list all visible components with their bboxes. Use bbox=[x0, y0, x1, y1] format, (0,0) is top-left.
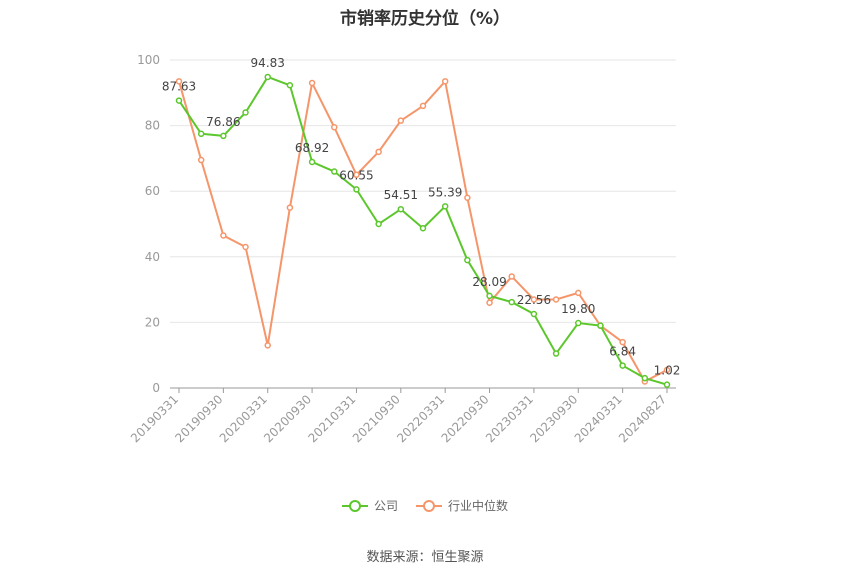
data-label: 55.39 bbox=[428, 185, 462, 199]
data-point bbox=[486, 299, 493, 306]
data-point bbox=[242, 109, 249, 116]
y-tick-label: 80 bbox=[145, 119, 160, 133]
data-label: 87.63 bbox=[162, 80, 196, 94]
y-tick-label: 60 bbox=[145, 184, 160, 198]
data-point bbox=[552, 296, 560, 303]
data-label: 94.83 bbox=[251, 56, 285, 70]
data-point bbox=[575, 319, 582, 327]
data-point bbox=[552, 350, 560, 357]
legend-label-industry-median: 行业中位数 bbox=[448, 499, 509, 513]
data-point bbox=[397, 117, 405, 124]
data-point bbox=[641, 374, 649, 382]
y-tick-label: 20 bbox=[145, 315, 160, 329]
data-point bbox=[663, 366, 671, 374]
data-point bbox=[308, 158, 316, 166]
data-point bbox=[331, 168, 338, 175]
data-label: 6.84 bbox=[609, 345, 636, 359]
data-point bbox=[197, 130, 205, 138]
data-point bbox=[575, 289, 582, 297]
data-point bbox=[242, 243, 249, 251]
data-point bbox=[286, 204, 294, 211]
data-point bbox=[308, 79, 316, 87]
data-label: 76.86 bbox=[206, 115, 240, 129]
data-point bbox=[619, 362, 626, 369]
data-point bbox=[486, 292, 493, 300]
data-point bbox=[353, 186, 360, 193]
legend: 公司 行业中位数 bbox=[0, 497, 850, 514]
data-label: 19.80 bbox=[561, 302, 595, 316]
data-point bbox=[197, 156, 205, 164]
legend-swatch-industry-median bbox=[416, 499, 442, 513]
data-point bbox=[441, 203, 449, 210]
data-point bbox=[397, 205, 405, 213]
data-label: 68.92 bbox=[295, 141, 329, 155]
line-chart: 0204060801002019033120190930202003312020… bbox=[128, 53, 681, 445]
chart-title: 市销率历史分位（%） bbox=[339, 9, 511, 29]
data-source: 数据来源：恒生聚源 bbox=[366, 550, 484, 565]
data-point bbox=[264, 73, 271, 81]
data-label: 28.09 bbox=[472, 275, 506, 289]
data-label: 54.51 bbox=[384, 188, 418, 202]
data-point bbox=[508, 273, 515, 280]
data-point bbox=[464, 256, 471, 264]
data-point bbox=[175, 97, 183, 104]
data-point bbox=[464, 194, 471, 202]
data-point bbox=[220, 232, 227, 239]
y-tick-label: 0 bbox=[152, 381, 160, 395]
legend-item-industry-median[interactable]: 行业中位数 bbox=[416, 497, 508, 514]
data-point bbox=[597, 322, 604, 329]
data-point bbox=[419, 225, 427, 232]
data-point bbox=[331, 123, 338, 131]
legend-label-company: 公司 bbox=[373, 499, 398, 513]
data-point bbox=[220, 132, 227, 140]
x-tick-label: 20240827 bbox=[616, 392, 669, 445]
data-point bbox=[419, 102, 427, 110]
data-point bbox=[375, 148, 382, 156]
data-label: 1.02 bbox=[654, 364, 681, 378]
legend-swatch-company bbox=[341, 499, 368, 513]
data-point bbox=[375, 220, 382, 228]
data-point bbox=[353, 171, 360, 179]
data-point bbox=[530, 310, 538, 318]
data-point bbox=[619, 338, 626, 346]
y-tick-label: 40 bbox=[145, 250, 160, 264]
data-label: 60.55 bbox=[339, 168, 373, 182]
legend-item-company[interactable]: 公司 bbox=[341, 497, 398, 514]
data-point bbox=[530, 296, 538, 303]
data-point bbox=[663, 381, 671, 388]
series-company bbox=[175, 73, 671, 388]
y-tick-label: 100 bbox=[137, 53, 160, 67]
data-point bbox=[264, 342, 271, 349]
data-point bbox=[441, 78, 449, 85]
data-point bbox=[175, 78, 183, 85]
data-label: 22.56 bbox=[517, 293, 551, 307]
data-point bbox=[508, 298, 515, 306]
data-point bbox=[286, 82, 294, 89]
